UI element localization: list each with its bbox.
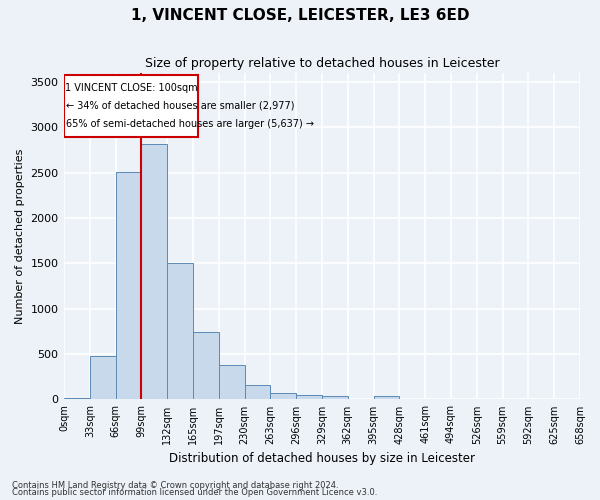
X-axis label: Distribution of detached houses by size in Leicester: Distribution of detached houses by size … [169,452,475,465]
Y-axis label: Number of detached properties: Number of detached properties [15,148,25,324]
Bar [64,398,90,400]
Bar [219,366,245,400]
Text: Contains HM Land Registry data © Crown copyright and database right 2024.: Contains HM Land Registry data © Crown c… [12,480,338,490]
Bar [245,386,271,400]
Text: Contains public sector information licensed under the Open Government Licence v3: Contains public sector information licen… [12,488,377,497]
Bar [116,172,142,400]
Bar [142,144,167,400]
Bar [322,396,348,400]
Text: 65% of semi-detached houses are larger (5,637) →: 65% of semi-detached houses are larger (… [66,120,314,130]
Bar [167,262,193,400]
Text: ← 34% of detached houses are smaller (2,977): ← 34% of detached houses are smaller (2,… [66,101,295,111]
FancyBboxPatch shape [64,76,197,136]
Title: Size of property relative to detached houses in Leicester: Size of property relative to detached ho… [145,58,499,70]
Bar [193,332,219,400]
Bar [374,396,400,400]
Text: 1, VINCENT CLOSE, LEICESTER, LE3 6ED: 1, VINCENT CLOSE, LEICESTER, LE3 6ED [131,8,469,22]
Text: 1 VINCENT CLOSE: 100sqm: 1 VINCENT CLOSE: 100sqm [65,82,197,92]
Bar [271,393,296,400]
Bar [296,396,322,400]
Bar [90,356,116,400]
